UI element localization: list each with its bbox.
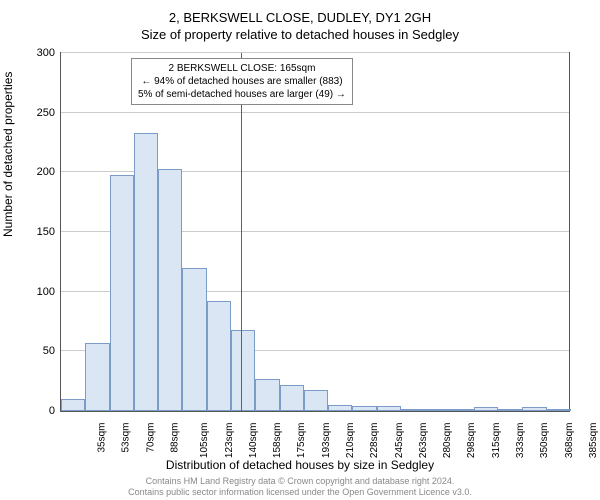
x-tick-label: 123sqm — [224, 423, 235, 459]
histogram-bar — [304, 390, 328, 411]
y-tick-label: 150 — [15, 226, 55, 238]
x-tick-label: 298sqm — [467, 423, 478, 459]
x-tick-label: 385sqm — [588, 423, 599, 459]
histogram-bar — [401, 409, 425, 411]
histogram-bar — [158, 169, 182, 411]
x-tick-label: 53sqm — [121, 423, 132, 453]
x-tick-label: 193sqm — [321, 423, 332, 459]
histogram-bar — [450, 409, 474, 411]
histogram-bar — [352, 406, 376, 411]
x-tick-label: 105sqm — [199, 423, 210, 459]
annotation-line-2: ← 94% of detached houses are smaller (88… — [138, 75, 346, 88]
x-tick-label: 368sqm — [564, 423, 575, 459]
histogram-bar — [134, 133, 158, 411]
page-title: 2, BERKSWELL CLOSE, DUDLEY, DY1 2GH — [0, 0, 600, 25]
histogram-chart: 2 BERKSWELL CLOSE: 165sqm← 94% of detach… — [60, 52, 570, 412]
x-tick-label: 245sqm — [394, 423, 405, 459]
y-tick-label: 250 — [15, 107, 55, 119]
x-tick-label: 70sqm — [145, 423, 156, 453]
x-tick-label: 35sqm — [97, 423, 108, 453]
x-tick-label: 350sqm — [539, 423, 550, 459]
histogram-bar — [280, 385, 304, 411]
gridline — [61, 112, 569, 113]
histogram-bar — [61, 399, 85, 411]
histogram-bar — [85, 343, 109, 411]
annotation-box: 2 BERKSWELL CLOSE: 165sqm← 94% of detach… — [131, 58, 353, 105]
histogram-bar — [498, 409, 522, 411]
footer-attribution: Contains HM Land Registry data © Crown c… — [0, 476, 600, 498]
histogram-bar — [182, 268, 206, 411]
x-axis-label: Distribution of detached houses by size … — [0, 458, 600, 472]
x-tick-label: 333sqm — [515, 423, 526, 459]
histogram-bar — [425, 409, 449, 411]
histogram-bar — [474, 407, 498, 411]
y-tick-label: 300 — [15, 47, 55, 59]
y-axis-label: Number of detached properties — [1, 72, 15, 237]
y-tick-label: 0 — [15, 405, 55, 417]
chart-container: 2, BERKSWELL CLOSE, DUDLEY, DY1 2GH Size… — [0, 0, 600, 500]
x-tick-label: 158sqm — [272, 423, 283, 459]
y-tick-label: 100 — [15, 286, 55, 298]
x-tick-label: 140sqm — [248, 423, 259, 459]
histogram-bar — [522, 407, 546, 411]
y-tick-label: 50 — [15, 345, 55, 357]
x-tick-label: 88sqm — [170, 423, 181, 453]
x-tick-label: 263sqm — [418, 423, 429, 459]
histogram-bar — [231, 330, 255, 411]
histogram-bar — [547, 409, 571, 411]
x-tick-label: 315sqm — [491, 423, 502, 459]
footer-line-1: Contains HM Land Registry data © Crown c… — [0, 476, 600, 487]
histogram-bar — [255, 379, 279, 411]
annotation-line-1: 2 BERKSWELL CLOSE: 165sqm — [138, 62, 346, 75]
x-tick-label: 210sqm — [345, 423, 356, 459]
x-tick-label: 280sqm — [442, 423, 453, 459]
histogram-bar — [377, 406, 401, 411]
gridline — [61, 52, 569, 53]
histogram-bar — [110, 175, 134, 411]
annotation-line-3: 5% of semi-detached houses are larger (4… — [138, 88, 346, 101]
histogram-bar — [328, 405, 352, 411]
y-tick-label: 200 — [15, 166, 55, 178]
x-tick-label: 228sqm — [369, 423, 380, 459]
property-marker-line — [241, 53, 242, 411]
histogram-bar — [207, 301, 231, 411]
x-tick-label: 175sqm — [297, 423, 308, 459]
page-subtitle: Size of property relative to detached ho… — [0, 25, 600, 42]
footer-line-2: Contains public sector information licen… — [0, 487, 600, 498]
